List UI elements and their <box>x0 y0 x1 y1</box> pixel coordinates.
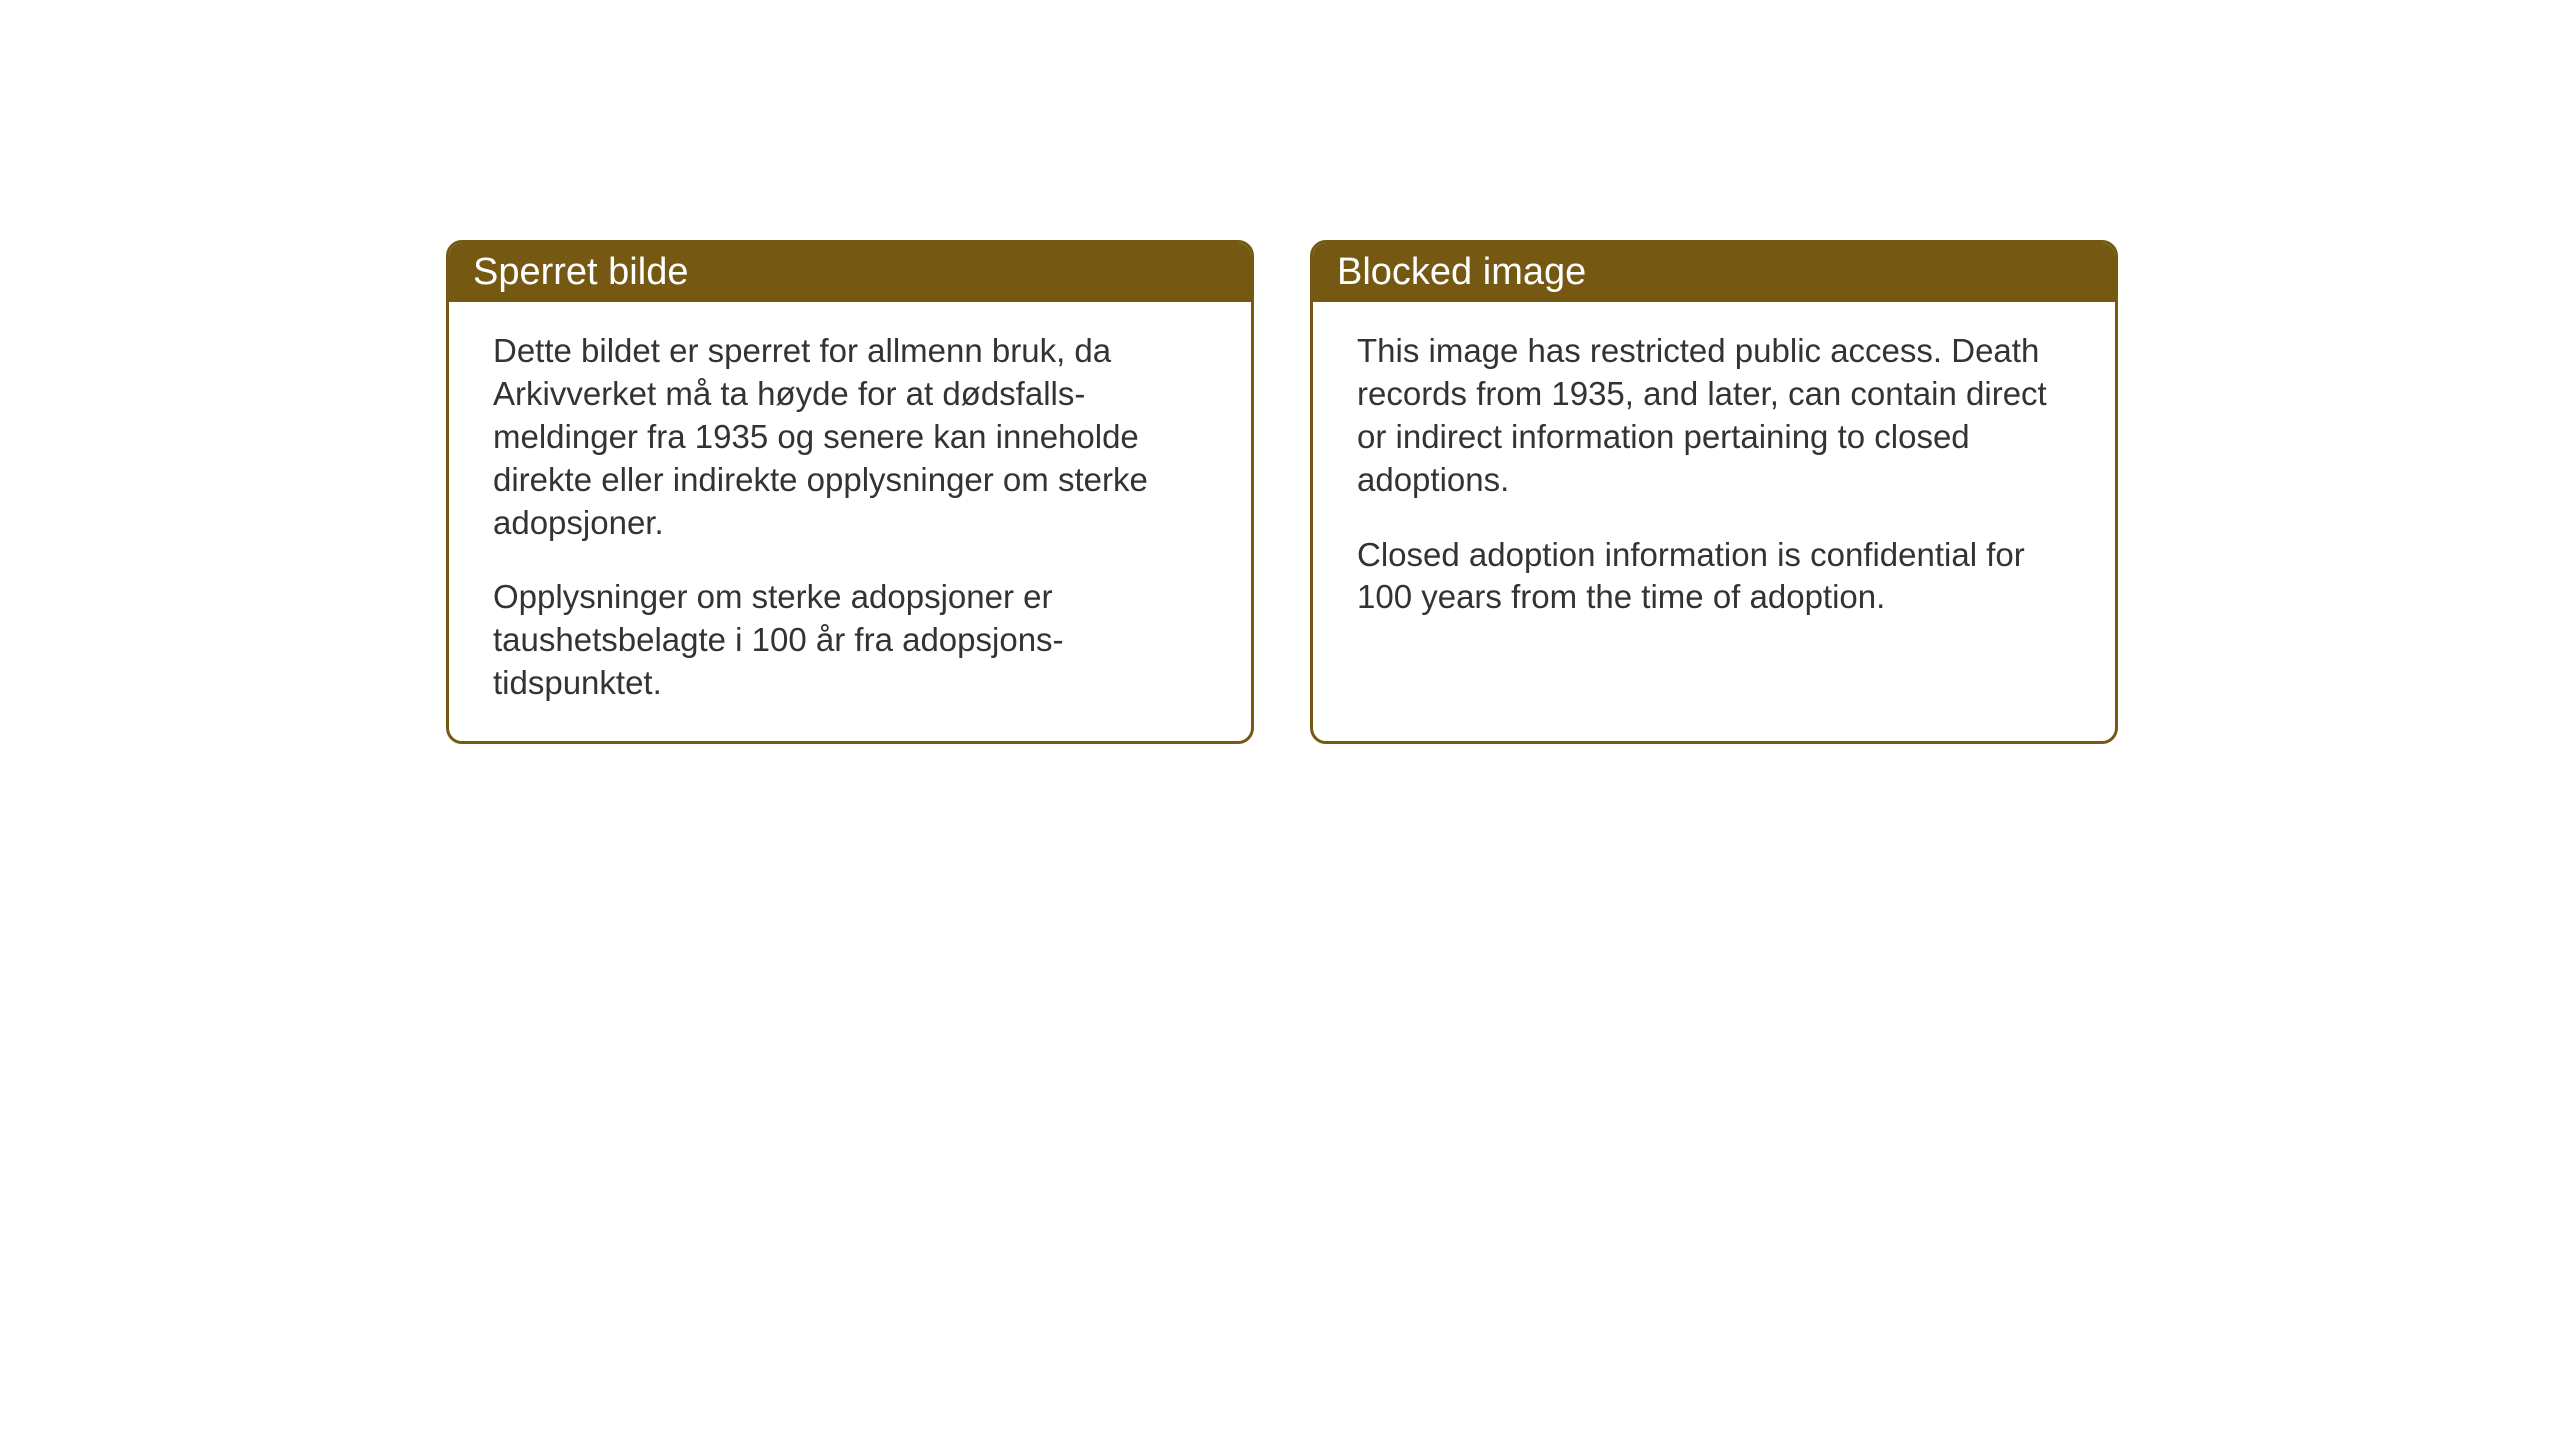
card-paragraph-2-norwegian: Opplysninger om sterke adopsjoner er tau… <box>493 576 1207 705</box>
card-body-english: This image has restricted public access.… <box>1313 302 2115 717</box>
blocked-image-card-english: Blocked image This image has restricted … <box>1310 240 2118 744</box>
cards-container: Sperret bilde Dette bildet er sperret fo… <box>0 0 2560 744</box>
card-body-norwegian: Dette bildet er sperret for allmenn bruk… <box>449 302 1251 741</box>
card-paragraph-1-norwegian: Dette bildet er sperret for allmenn bruk… <box>493 330 1207 544</box>
blocked-image-card-norwegian: Sperret bilde Dette bildet er sperret fo… <box>446 240 1254 744</box>
card-paragraph-1-english: This image has restricted public access.… <box>1357 330 2071 502</box>
card-header-english: Blocked image <box>1313 243 2115 302</box>
card-paragraph-2-english: Closed adoption information is confident… <box>1357 534 2071 620</box>
card-header-norwegian: Sperret bilde <box>449 243 1251 302</box>
